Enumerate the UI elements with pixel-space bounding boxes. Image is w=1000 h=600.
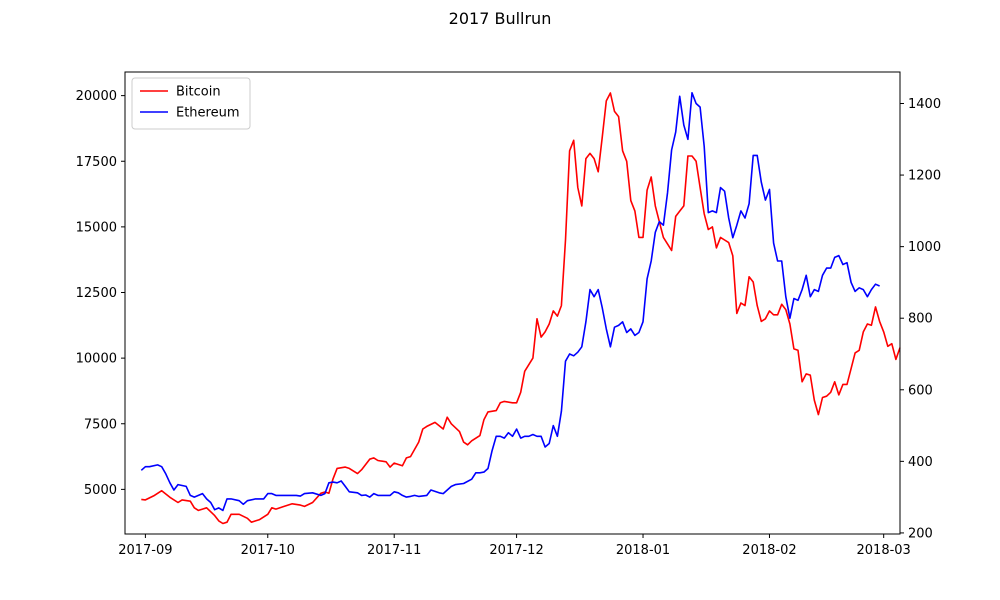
x-tick-label: 2017-11 (367, 543, 421, 558)
chart-title: 2017 Bullrun (449, 9, 552, 28)
y-right-tick-label: 600 (908, 383, 933, 398)
plot-area (140, 92, 901, 525)
y-right-tick-label: 200 (908, 526, 933, 541)
y-left-tick-label: 10000 (76, 352, 117, 367)
x-tick-label: 2018-01 (616, 543, 670, 558)
y-left-tick-label: 17500 (76, 155, 117, 170)
series-line-bitcoin (141, 92, 901, 525)
legend-label-ethereum: Ethereum (176, 106, 240, 121)
y-right-tick-label: 1000 (908, 240, 941, 255)
y-right-tick-label: 800 (908, 312, 933, 327)
y-left-tick-label: 12500 (76, 286, 117, 301)
legend: Bitcoin Ethereum (131, 77, 251, 130)
y-left-tick-label: 15000 (76, 220, 117, 235)
plot-frame (124, 71, 901, 535)
x-tick-label: 2018-03 (857, 543, 911, 558)
x-tick-label: 2017-10 (241, 543, 295, 558)
y-right-tick-label: 400 (908, 455, 933, 470)
y-left-tick-label: 20000 (76, 89, 117, 104)
y-right-tick-label: 1400 (908, 97, 941, 112)
x-tick-label: 2017-09 (118, 543, 172, 558)
y-right-tick-label: 1200 (908, 169, 941, 184)
y-axis-left: 5000 7500 10000 12500 15000 17500 20000 (76, 89, 125, 498)
y-left-tick-label: 5000 (84, 483, 117, 498)
x-axis: 2017-09 2017-10 2017-11 2017-12 2018-01 2018-… (118, 534, 911, 558)
x-tick-label: 2017-12 (489, 543, 543, 558)
series-line-ethereum (140, 92, 880, 512)
y-left-tick-label: 7500 (84, 417, 117, 432)
y-axis-right: 200 400 600 800 1000 1200 1400 (900, 97, 941, 541)
legend-label-bitcoin: Bitcoin (176, 85, 221, 100)
x-tick-label: 2018-02 (742, 543, 796, 558)
